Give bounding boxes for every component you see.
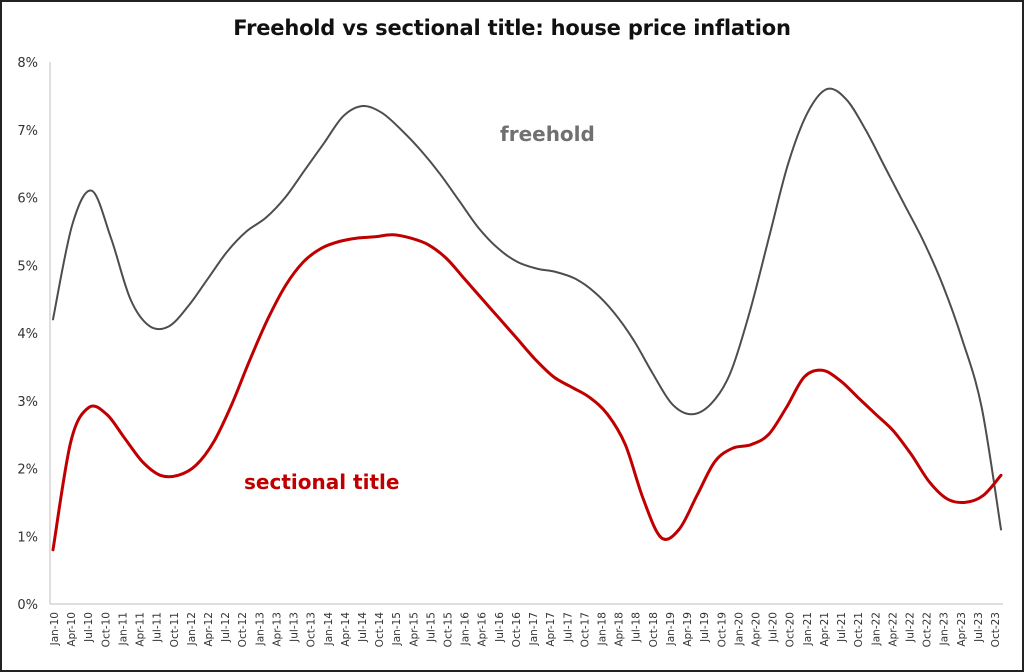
x-tick-label: Apr-13: [271, 612, 283, 647]
x-tick-label: Oct-15: [443, 612, 455, 647]
x-tick-label: Oct-19: [716, 612, 728, 647]
x-tick-label: Jul-15: [425, 612, 437, 643]
x-tick-label: Jan-11: [117, 612, 129, 646]
x-tick-label: Jul-11: [152, 612, 164, 643]
x-tick-label: Jan-12: [186, 612, 198, 646]
x-tick-label: Oct-12: [237, 612, 249, 647]
x-tick-label: Jan-16: [460, 612, 472, 647]
y-tick-label: 2%: [17, 463, 38, 478]
x-tick-label: Oct-23: [990, 612, 1002, 647]
x-tick-label: Jan-19: [665, 612, 677, 646]
x-tick-label: Jan-23: [939, 612, 951, 646]
y-tick-label: 1%: [17, 530, 38, 545]
freehold-series-label: freehold: [500, 122, 595, 146]
x-tick-label: Apr-22: [887, 612, 899, 647]
x-tick-label: Jul-13: [289, 612, 301, 643]
x-tick-label: Apr-20: [750, 612, 762, 647]
x-tick-label: Apr-23: [956, 612, 968, 647]
x-tick-label: Apr-15: [408, 612, 420, 647]
x-tick-label: Apr-12: [203, 612, 215, 647]
x-tick-label: Oct-11: [169, 612, 181, 647]
chart-title: Freehold vs sectional title: house price…: [233, 16, 791, 40]
x-tick-label: Apr-14: [340, 612, 352, 647]
x-tick-label: Jul-10: [83, 612, 95, 643]
y-tick-label: 8%: [17, 56, 38, 71]
x-tick-label: Jan-15: [391, 612, 403, 646]
x-tick-label: Jan-21: [802, 612, 814, 646]
x-tick-label: Jan-10: [49, 612, 61, 646]
x-tick-label: Apr-10: [66, 612, 78, 647]
x-tick-label: Apr-17: [545, 612, 557, 647]
y-tick-label: 6%: [17, 192, 38, 207]
x-tick-label: Apr-16: [477, 612, 489, 647]
y-tick-label: 7%: [17, 124, 38, 139]
x-tick-label: Apr-11: [135, 612, 147, 647]
x-tick-label: Jul-12: [220, 612, 232, 643]
x-tick-label: Jan-13: [254, 612, 266, 646]
y-tick-label: 0%: [17, 598, 38, 613]
x-tick-label: Jul-18: [631, 612, 643, 643]
y-tick-label: 4%: [17, 327, 38, 342]
x-tick-label: Jul-16: [494, 612, 506, 643]
freehold-series-line: [52, 87, 1002, 531]
x-tick-label: Jul-21: [836, 612, 848, 643]
x-tick-label: Jan-18: [597, 612, 609, 646]
x-tick-label: Jul-22: [904, 612, 916, 643]
x-tick-label: Jan-20: [733, 612, 745, 646]
x-tick-label: Oct-17: [579, 612, 591, 647]
x-tick-label: Apr-21: [819, 612, 831, 647]
y-tick-label: 3%: [17, 395, 38, 410]
sectional-title-series-line: [51, 233, 1003, 552]
x-tick-label: Jan-22: [870, 612, 882, 646]
x-tick-label: Apr-19: [682, 612, 694, 647]
x-tick-label: Jan-14: [323, 612, 335, 647]
x-tick-label: Oct-18: [648, 612, 660, 647]
x-tick-label: Oct-10: [100, 612, 112, 647]
x-tick-label: Oct-13: [306, 612, 318, 647]
x-tick-label: Oct-14: [374, 612, 386, 648]
x-tick-label: Oct-16: [511, 612, 523, 648]
y-tick-label: 5%: [17, 259, 38, 274]
x-tick-label: Jul-14: [357, 612, 369, 643]
x-tick-label: Oct-21: [853, 612, 865, 647]
sectional-title-series-label: sectional title: [244, 470, 399, 494]
x-tick-label: Jul-20: [768, 612, 780, 643]
x-tick-label: Jul-23: [973, 612, 985, 643]
x-tick-label: Oct-20: [785, 612, 797, 647]
x-tick-label: Jul-19: [699, 612, 711, 643]
x-tick-label: Jul-17: [562, 612, 574, 643]
x-tick-label: Jan-17: [528, 612, 540, 646]
x-tick-label: Oct-22: [922, 612, 934, 647]
x-tick-label: Apr-18: [614, 612, 626, 647]
